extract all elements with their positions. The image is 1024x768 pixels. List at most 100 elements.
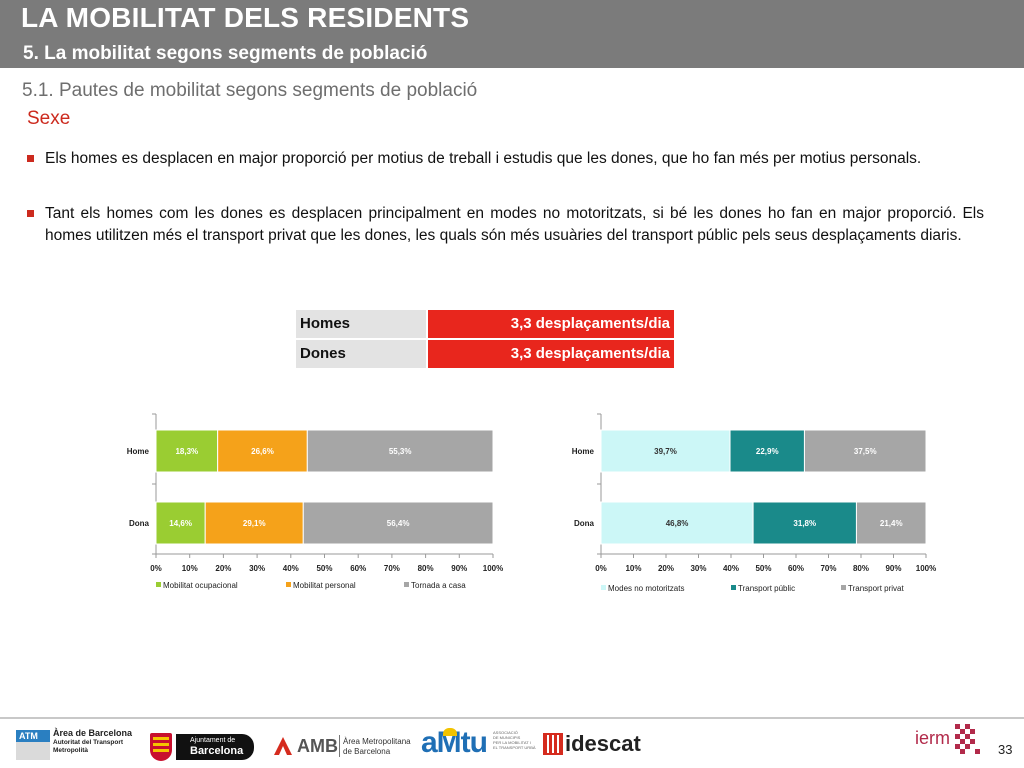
barcelona-shield-icon: [150, 733, 172, 761]
bar-segment: [855, 501, 927, 545]
x-tick-label: 80%: [418, 564, 434, 573]
ajuntament-line2: Barcelona: [190, 745, 244, 757]
atm-badge: ATM: [16, 730, 50, 742]
amtu-accent-icon: [443, 728, 457, 736]
x-tick-label: 80%: [853, 564, 869, 573]
bar-segment: [600, 429, 731, 473]
ajuntament-banner: Ajuntament de Barcelona: [176, 734, 254, 760]
data-label: 29,1%: [243, 519, 266, 528]
trips-row-dones: Dones 3,3 desplaçaments/dia: [296, 340, 674, 368]
amb-brand: AMB: [297, 736, 338, 756]
data-label: 18,3%: [175, 447, 198, 456]
amtu-line1: ASSOCIACIÓ: [493, 730, 518, 735]
legend-swatch: [841, 585, 846, 590]
iermb-logo: ierm: [915, 724, 985, 758]
legend-label: Modes no motoritzats: [608, 584, 684, 593]
x-tick-label: 90%: [451, 564, 467, 573]
bullet-text: Tant els homes com les dones es desplace…: [45, 205, 984, 244]
data-label: 46,8%: [666, 519, 689, 528]
legend-label: Transport públic: [738, 584, 795, 593]
trips-value: 3,3 desplaçaments/dia: [428, 310, 674, 338]
amtu-logo: aMtu ASSOCIACIÓ DE MUNICIPIS PER LA MOBI…: [421, 724, 541, 762]
idescat-logo: idescat: [543, 730, 653, 758]
bullet-item: Tant els homes com les dones es desplace…: [27, 203, 984, 247]
x-tick-label: 10%: [625, 564, 641, 573]
atm-name-line1: Àrea de Barcelona: [53, 728, 133, 738]
legend-label: Mobilitat ocupacional: [163, 581, 238, 590]
legend-swatch: [404, 582, 409, 587]
atm-badge-shadow: [16, 742, 50, 760]
x-tick-label: 20%: [658, 564, 674, 573]
header-bar: LA MOBILITAT DELS RESIDENTS 5. La mobili…: [0, 0, 1024, 68]
legend-swatch: [731, 585, 736, 590]
chart-motius: 0% 10% 20% 30% 40% 50% 60% 70% 80% 90% 100% Home 18,…: [127, 413, 503, 590]
x-tick-label: 20%: [215, 564, 231, 573]
trips-row-homes: Homes 3,3 desplaçaments/dia: [296, 310, 674, 338]
legend-label: Tornada a casa: [411, 581, 466, 590]
data-label: 22,9%: [756, 447, 779, 456]
chart-modes: 0% 10% 20% 30% 40% 50% 60% 70% 80% 90% 100% Home 39,…: [572, 413, 936, 593]
bar-segment: [155, 501, 206, 545]
atm-name-line3: Metropolità: [53, 747, 89, 754]
page-number: 33: [998, 742, 1013, 757]
trips-label: Homes: [296, 310, 426, 338]
amb-chevron-icon: [274, 737, 292, 755]
bullet-text: Els homes es desplacen en major proporci…: [45, 150, 922, 167]
x-tick-label: 40%: [723, 564, 739, 573]
x-tick-label: 0%: [595, 564, 607, 573]
iermb-pixel-b-icon: [955, 724, 980, 754]
amb-divider: [339, 735, 340, 757]
data-label: 56,4%: [387, 519, 410, 528]
ajuntament-line1: Ajuntament de: [190, 737, 236, 744]
bullet-item: Els homes es desplacen en major proporci…: [27, 148, 984, 170]
amtu-line4: EL TRANSPORT URBÀ: [493, 745, 536, 750]
bar-segment: [803, 429, 927, 473]
x-tick-label: 40%: [283, 564, 299, 573]
data-label: 26,6%: [251, 447, 274, 456]
amb-line1: Àrea Metropolitana: [343, 737, 411, 746]
idescat-stripes-icon: [543, 733, 563, 755]
page-subtitle: 5. La mobilitat segons segments de pobla…: [23, 43, 428, 64]
x-tick-label: 100%: [483, 564, 503, 573]
data-label: 21,4%: [880, 519, 903, 528]
x-tick-label: 30%: [690, 564, 706, 573]
legend-label: Mobilitat personal: [293, 581, 356, 590]
bar-segment: [155, 429, 219, 473]
trips-label: Dones: [296, 340, 426, 368]
legend-swatch: [156, 582, 161, 587]
legend-label: Transport privat: [848, 584, 905, 593]
iermb-brand: ierm: [915, 728, 950, 748]
atm-logo: ATM Àrea de Barcelona Autoritat del Tran…: [16, 728, 133, 762]
bar-segment: [729, 429, 805, 473]
legend-swatch: [601, 585, 606, 590]
page-title: LA MOBILITAT DELS RESIDENTS: [21, 2, 470, 33]
data-label: 31,8%: [793, 519, 816, 528]
x-tick-label: 60%: [788, 564, 804, 573]
x-tick-label: 70%: [384, 564, 400, 573]
bar-segment: [306, 429, 494, 473]
bar-segment: [752, 501, 857, 545]
category-label: Home: [127, 447, 150, 456]
idescat-brand: idescat: [565, 731, 641, 756]
x-tick-label: 60%: [350, 564, 366, 573]
amb-logo: AMB Àrea Metropolitana de Barcelona: [272, 733, 412, 759]
amb-line2: de Barcelona: [343, 747, 391, 756]
amtu-line2: DE MUNICIPIS: [493, 735, 521, 740]
x-tick-label: 70%: [820, 564, 836, 573]
bar-segment: [204, 501, 304, 545]
data-label: 39,7%: [654, 447, 677, 456]
amtu-line3: PER LA MOBILITAT I: [493, 740, 531, 745]
category-label: Dona: [574, 519, 595, 528]
x-tick-label: 50%: [755, 564, 771, 573]
x-tick-label: 90%: [885, 564, 901, 573]
trips-value: 3,3 desplaçaments/dia: [428, 340, 674, 368]
ajuntament-logo: Ajuntament de Barcelona: [150, 733, 254, 761]
x-tick-label: 0%: [150, 564, 162, 573]
bullet-square-icon: [27, 210, 34, 217]
x-tick-label: 10%: [182, 564, 198, 573]
data-label: 14,6%: [169, 519, 192, 528]
footer-divider: [0, 717, 1024, 719]
category-label: Dona: [129, 519, 150, 528]
bullet-square-icon: [27, 155, 34, 162]
bar-segment: [217, 429, 308, 473]
